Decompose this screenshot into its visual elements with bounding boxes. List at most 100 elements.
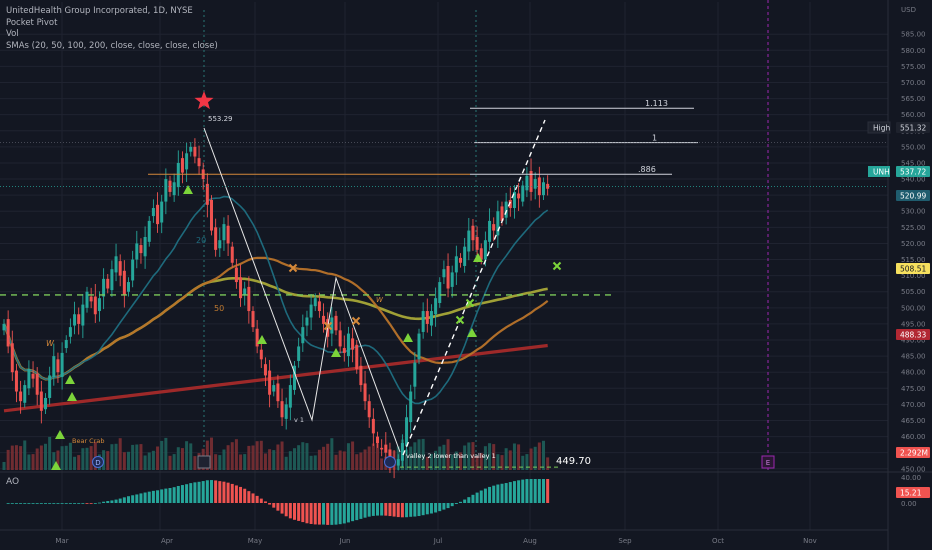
volume-bar bbox=[322, 446, 326, 470]
time-axis[interactable]: Mar Apr May Jun Jul Aug Sep Oct Nov bbox=[0, 529, 888, 545]
candle-body bbox=[496, 211, 500, 236]
candle bbox=[542, 177, 545, 200]
volume-bar bbox=[429, 453, 433, 470]
price-tick-label: 465.00 bbox=[901, 417, 926, 425]
volume-bar bbox=[438, 446, 442, 470]
volume-bar bbox=[2, 462, 6, 470]
ao-bar bbox=[359, 503, 363, 519]
volume-bar bbox=[110, 444, 114, 470]
candle-body bbox=[160, 201, 164, 223]
ao-bar bbox=[317, 503, 321, 525]
volume-bar bbox=[10, 445, 14, 470]
volume-bar bbox=[23, 440, 27, 470]
candle bbox=[367, 394, 371, 428]
price-tag-value: 15.21 bbox=[900, 489, 922, 498]
candle-body bbox=[380, 447, 384, 450]
event-d-label: D bbox=[95, 459, 100, 467]
ao-bar bbox=[351, 503, 355, 522]
legend-title[interactable]: UnitedHealth Group Incorporated, 1D, NYS… bbox=[6, 6, 193, 16]
cross-icon bbox=[288, 263, 298, 273]
volume-bar bbox=[284, 456, 288, 470]
candle bbox=[185, 142, 189, 182]
candle bbox=[176, 150, 180, 196]
volume-bar bbox=[326, 443, 330, 470]
volume-bar bbox=[521, 455, 525, 470]
candle-body bbox=[127, 282, 130, 292]
candle-body bbox=[156, 204, 160, 225]
ao-bar bbox=[64, 503, 68, 504]
candle bbox=[247, 276, 251, 324]
candle-body bbox=[297, 346, 301, 361]
price-tick-label: 510.00 bbox=[901, 272, 926, 280]
candle bbox=[317, 292, 321, 318]
candle-body bbox=[131, 259, 135, 281]
candle-body bbox=[450, 272, 454, 287]
candle bbox=[376, 431, 379, 448]
ao-bar bbox=[446, 503, 450, 509]
price-tag: 520.99 bbox=[896, 190, 930, 201]
ao-bar bbox=[259, 498, 263, 503]
volume-bar bbox=[176, 447, 180, 470]
volume-bar bbox=[342, 451, 346, 470]
price-tick-label: 580.00 bbox=[901, 47, 926, 55]
candle bbox=[346, 326, 350, 367]
price-tick-label: 490.00 bbox=[901, 337, 926, 345]
ao-bar bbox=[222, 481, 226, 503]
price-tick-label: 575.00 bbox=[901, 63, 926, 71]
legend-smas[interactable]: SMAs (20, 50, 100, 200, close, close, cl… bbox=[6, 40, 218, 51]
ao-bar bbox=[272, 503, 276, 508]
candle bbox=[467, 218, 471, 261]
candle bbox=[313, 293, 317, 312]
ao-bar bbox=[48, 503, 52, 504]
cross-icon bbox=[455, 315, 465, 325]
candle bbox=[64, 335, 68, 353]
price-tag-value: 488.33 bbox=[900, 331, 926, 340]
candle-body bbox=[546, 183, 550, 189]
candle-body bbox=[97, 298, 101, 312]
candle bbox=[172, 173, 176, 202]
dividend-event-icon bbox=[384, 456, 396, 468]
legend-vol[interactable]: Vol bbox=[6, 29, 19, 39]
ao-bar bbox=[396, 503, 400, 518]
candle-body bbox=[434, 298, 438, 315]
volume-bar bbox=[450, 454, 454, 470]
legend-pocket-pivot[interactable]: Pocket Pivot bbox=[6, 17, 58, 28]
candle-body bbox=[317, 301, 321, 312]
cross-stroke bbox=[288, 263, 298, 273]
candle bbox=[210, 195, 213, 236]
candle bbox=[521, 180, 525, 207]
cross-stroke bbox=[465, 298, 475, 308]
price-scale[interactable]: USD 585.00 580.00 575.00 570.00 565.00 560.00 5… bbox=[901, 6, 926, 508]
ao-bar bbox=[297, 503, 301, 521]
candle bbox=[164, 168, 168, 215]
price-tag: 508.51 bbox=[896, 263, 930, 274]
candle bbox=[471, 218, 475, 251]
candle-body bbox=[521, 185, 525, 202]
ao-indicator-label[interactable]: AO bbox=[6, 477, 20, 487]
volume-bar bbox=[454, 451, 458, 470]
volume-bar bbox=[106, 451, 110, 470]
candle bbox=[421, 302, 425, 339]
candle bbox=[413, 351, 417, 400]
time-axis-label: Oct bbox=[712, 537, 724, 545]
candle-body bbox=[384, 444, 388, 453]
ao-bar bbox=[218, 481, 222, 503]
ao-bar bbox=[475, 492, 479, 503]
volume-bar bbox=[243, 454, 247, 470]
candle bbox=[143, 226, 147, 269]
candle-body bbox=[488, 220, 492, 242]
volume-bar bbox=[48, 436, 52, 470]
candle-body bbox=[438, 282, 442, 303]
pocket-pivot-icon bbox=[51, 461, 61, 470]
volume-bar bbox=[168, 455, 172, 470]
candle-body bbox=[164, 179, 168, 202]
ao-bar bbox=[546, 479, 550, 503]
volume-bar bbox=[272, 450, 276, 470]
fib-label: 1 bbox=[652, 134, 657, 143]
candle-body bbox=[371, 418, 375, 434]
candle-body bbox=[293, 365, 296, 390]
candle bbox=[226, 215, 230, 256]
rally-dashed-line bbox=[402, 119, 546, 456]
ao-bar bbox=[438, 503, 442, 512]
